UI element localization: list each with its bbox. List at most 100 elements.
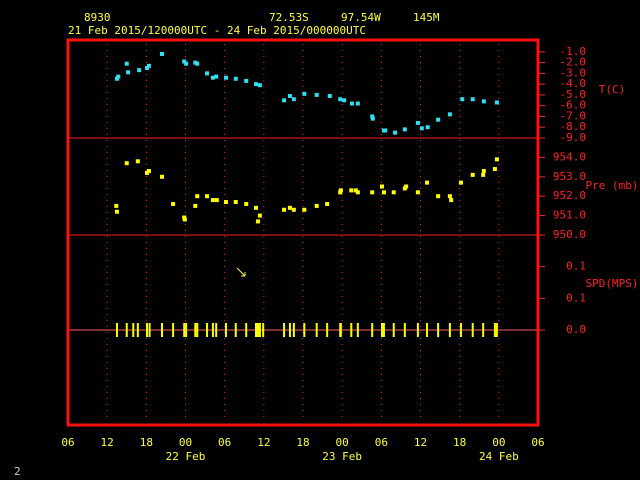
data-point [370, 116, 375, 121]
data-point [425, 180, 430, 185]
elevation: 145M [413, 11, 440, 24]
data-point [425, 125, 430, 130]
y-tick-label: 0.1 [566, 291, 586, 304]
data-point [210, 198, 215, 203]
y-tick-label: -1.0 [560, 45, 587, 58]
data-point [114, 76, 119, 81]
data-point [383, 128, 388, 133]
y-tick-label: 953.0 [553, 170, 586, 183]
y-tick-label: 951.0 [553, 209, 586, 222]
data-point [287, 205, 292, 210]
data-point [254, 82, 258, 87]
data-point [205, 71, 210, 76]
longitude: 97.54W [341, 11, 381, 24]
data-point [314, 203, 319, 208]
latitude: 72.53S [269, 11, 309, 24]
data-point [205, 194, 210, 199]
data-point [481, 168, 486, 173]
plot-layer: 06 12 18 00 06 12 18 00 06 12 18 00 06 22 Feb 23 Feb 24… [61, 44, 638, 463]
data-point [370, 190, 375, 195]
station-id: 8930 [84, 11, 111, 24]
x-tick-label: 18 [453, 436, 466, 449]
y-tick-label: -2.0 [560, 56, 587, 69]
data-point [436, 194, 441, 199]
y-tick-label: -5.0 [560, 88, 587, 101]
data-point [255, 219, 260, 224]
data-point [160, 174, 164, 179]
data-point [223, 200, 228, 205]
data-point [436, 117, 441, 122]
y-tick-label: 0.1 [566, 260, 586, 273]
data-point [327, 94, 332, 98]
data-point [481, 99, 486, 104]
y-tick-label: -8.0 [560, 120, 587, 133]
data-point [114, 203, 119, 208]
data-point [282, 207, 287, 212]
data-point [393, 130, 398, 135]
data-point [379, 184, 384, 189]
data-point [223, 75, 228, 80]
data-point [494, 100, 499, 105]
data-point [124, 161, 129, 166]
data-point [214, 198, 219, 203]
data-point [257, 83, 262, 88]
x-tick-label: 12 [414, 436, 427, 449]
x-tick-label: 12 [257, 436, 270, 449]
data-point [126, 70, 131, 75]
data-point [287, 94, 292, 98]
data-point [195, 61, 200, 66]
axis-label: SPD(MPS) [586, 277, 639, 290]
x-tick-label: 06 [375, 436, 388, 449]
data-point [160, 52, 164, 56]
data-point [282, 98, 287, 103]
x-tick-label: 18 [296, 436, 309, 449]
data-point [470, 97, 475, 102]
data-point [114, 209, 119, 214]
data-point [342, 98, 347, 103]
data-point [210, 75, 215, 80]
data-point [291, 97, 296, 102]
data-point [137, 68, 142, 73]
data-point [182, 59, 187, 64]
data-point [135, 159, 140, 164]
x-tick-label: 06 [531, 436, 544, 449]
y-tick-label: 952.0 [553, 189, 586, 202]
data-point [182, 217, 187, 222]
data-point [233, 76, 238, 81]
plot-frame [66, 38, 540, 427]
data-point [116, 74, 121, 79]
y-tick-label: 950.0 [553, 228, 586, 241]
data-point [447, 112, 452, 117]
data-point [325, 201, 330, 206]
data-point [381, 190, 386, 195]
data-point [338, 97, 343, 102]
data-point [257, 213, 262, 218]
data-point [481, 172, 486, 177]
y-tick-label: 954.0 [553, 150, 586, 163]
data-point [233, 200, 238, 205]
data-point [415, 120, 420, 125]
data-point [338, 188, 343, 193]
data-point [470, 172, 475, 177]
data-point [171, 201, 176, 206]
data-point [447, 194, 452, 199]
data-point [404, 184, 409, 189]
date-label: 22 Feb [166, 450, 206, 463]
data-point [314, 92, 319, 97]
data-point [144, 66, 149, 70]
axis-label: T(C) [599, 83, 626, 96]
data-point [146, 63, 151, 68]
data-point [244, 201, 249, 206]
x-tick-label: 12 [101, 436, 114, 449]
date-label: 23 Feb [322, 450, 362, 463]
x-tick-label: 00 [492, 436, 505, 449]
data-point [460, 97, 465, 102]
data-point [494, 157, 499, 162]
data-point [195, 194, 200, 199]
data-point [492, 167, 497, 172]
data-point [349, 101, 354, 106]
x-tick-label: 00 [336, 436, 349, 449]
data-point [254, 205, 258, 210]
